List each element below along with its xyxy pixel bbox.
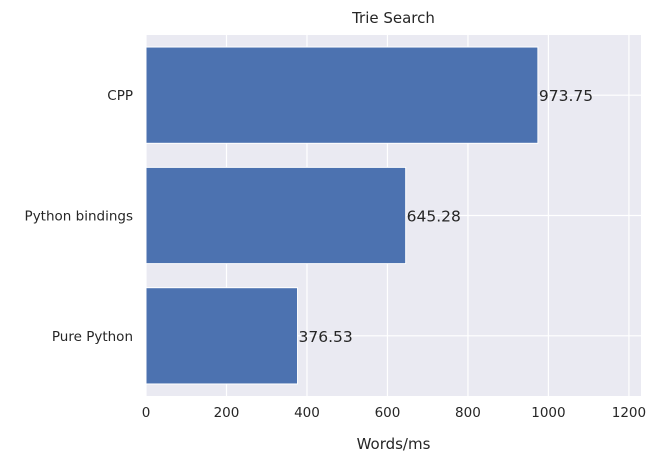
x-tick-label: 1200	[612, 405, 646, 421]
x-tick-label: 600	[375, 405, 401, 421]
x-tick-label: 200	[214, 405, 240, 421]
bar-value-label: 973.75	[539, 87, 593, 105]
bar-value-label: 645.28	[407, 208, 461, 226]
bar-value-label: 376.53	[299, 328, 353, 346]
bars	[145, 46, 539, 385]
y-tick-label: Python bindings	[25, 209, 133, 225]
x-axis-label: Words/ms	[357, 435, 431, 453]
x-tick-label: 0	[142, 405, 151, 421]
y-tick-label: CPP	[107, 88, 133, 104]
bar-value-labels: 973.75 645.28 376.53	[299, 87, 594, 346]
bar	[145, 166, 407, 265]
chart-title: Trie Search	[351, 9, 435, 27]
x-tick-label: 400	[294, 405, 320, 421]
bar	[145, 46, 539, 144]
x-tick-label: 800	[455, 405, 481, 421]
x-tick-label: 1000	[531, 405, 565, 421]
y-tick-label: Pure Python	[52, 329, 133, 345]
bar	[145, 287, 299, 385]
y-tick-labels: CPP Python bindings Pure Python	[25, 88, 133, 345]
x-tick-labels: 0 200 400 600 800 1000 1200	[142, 405, 646, 421]
